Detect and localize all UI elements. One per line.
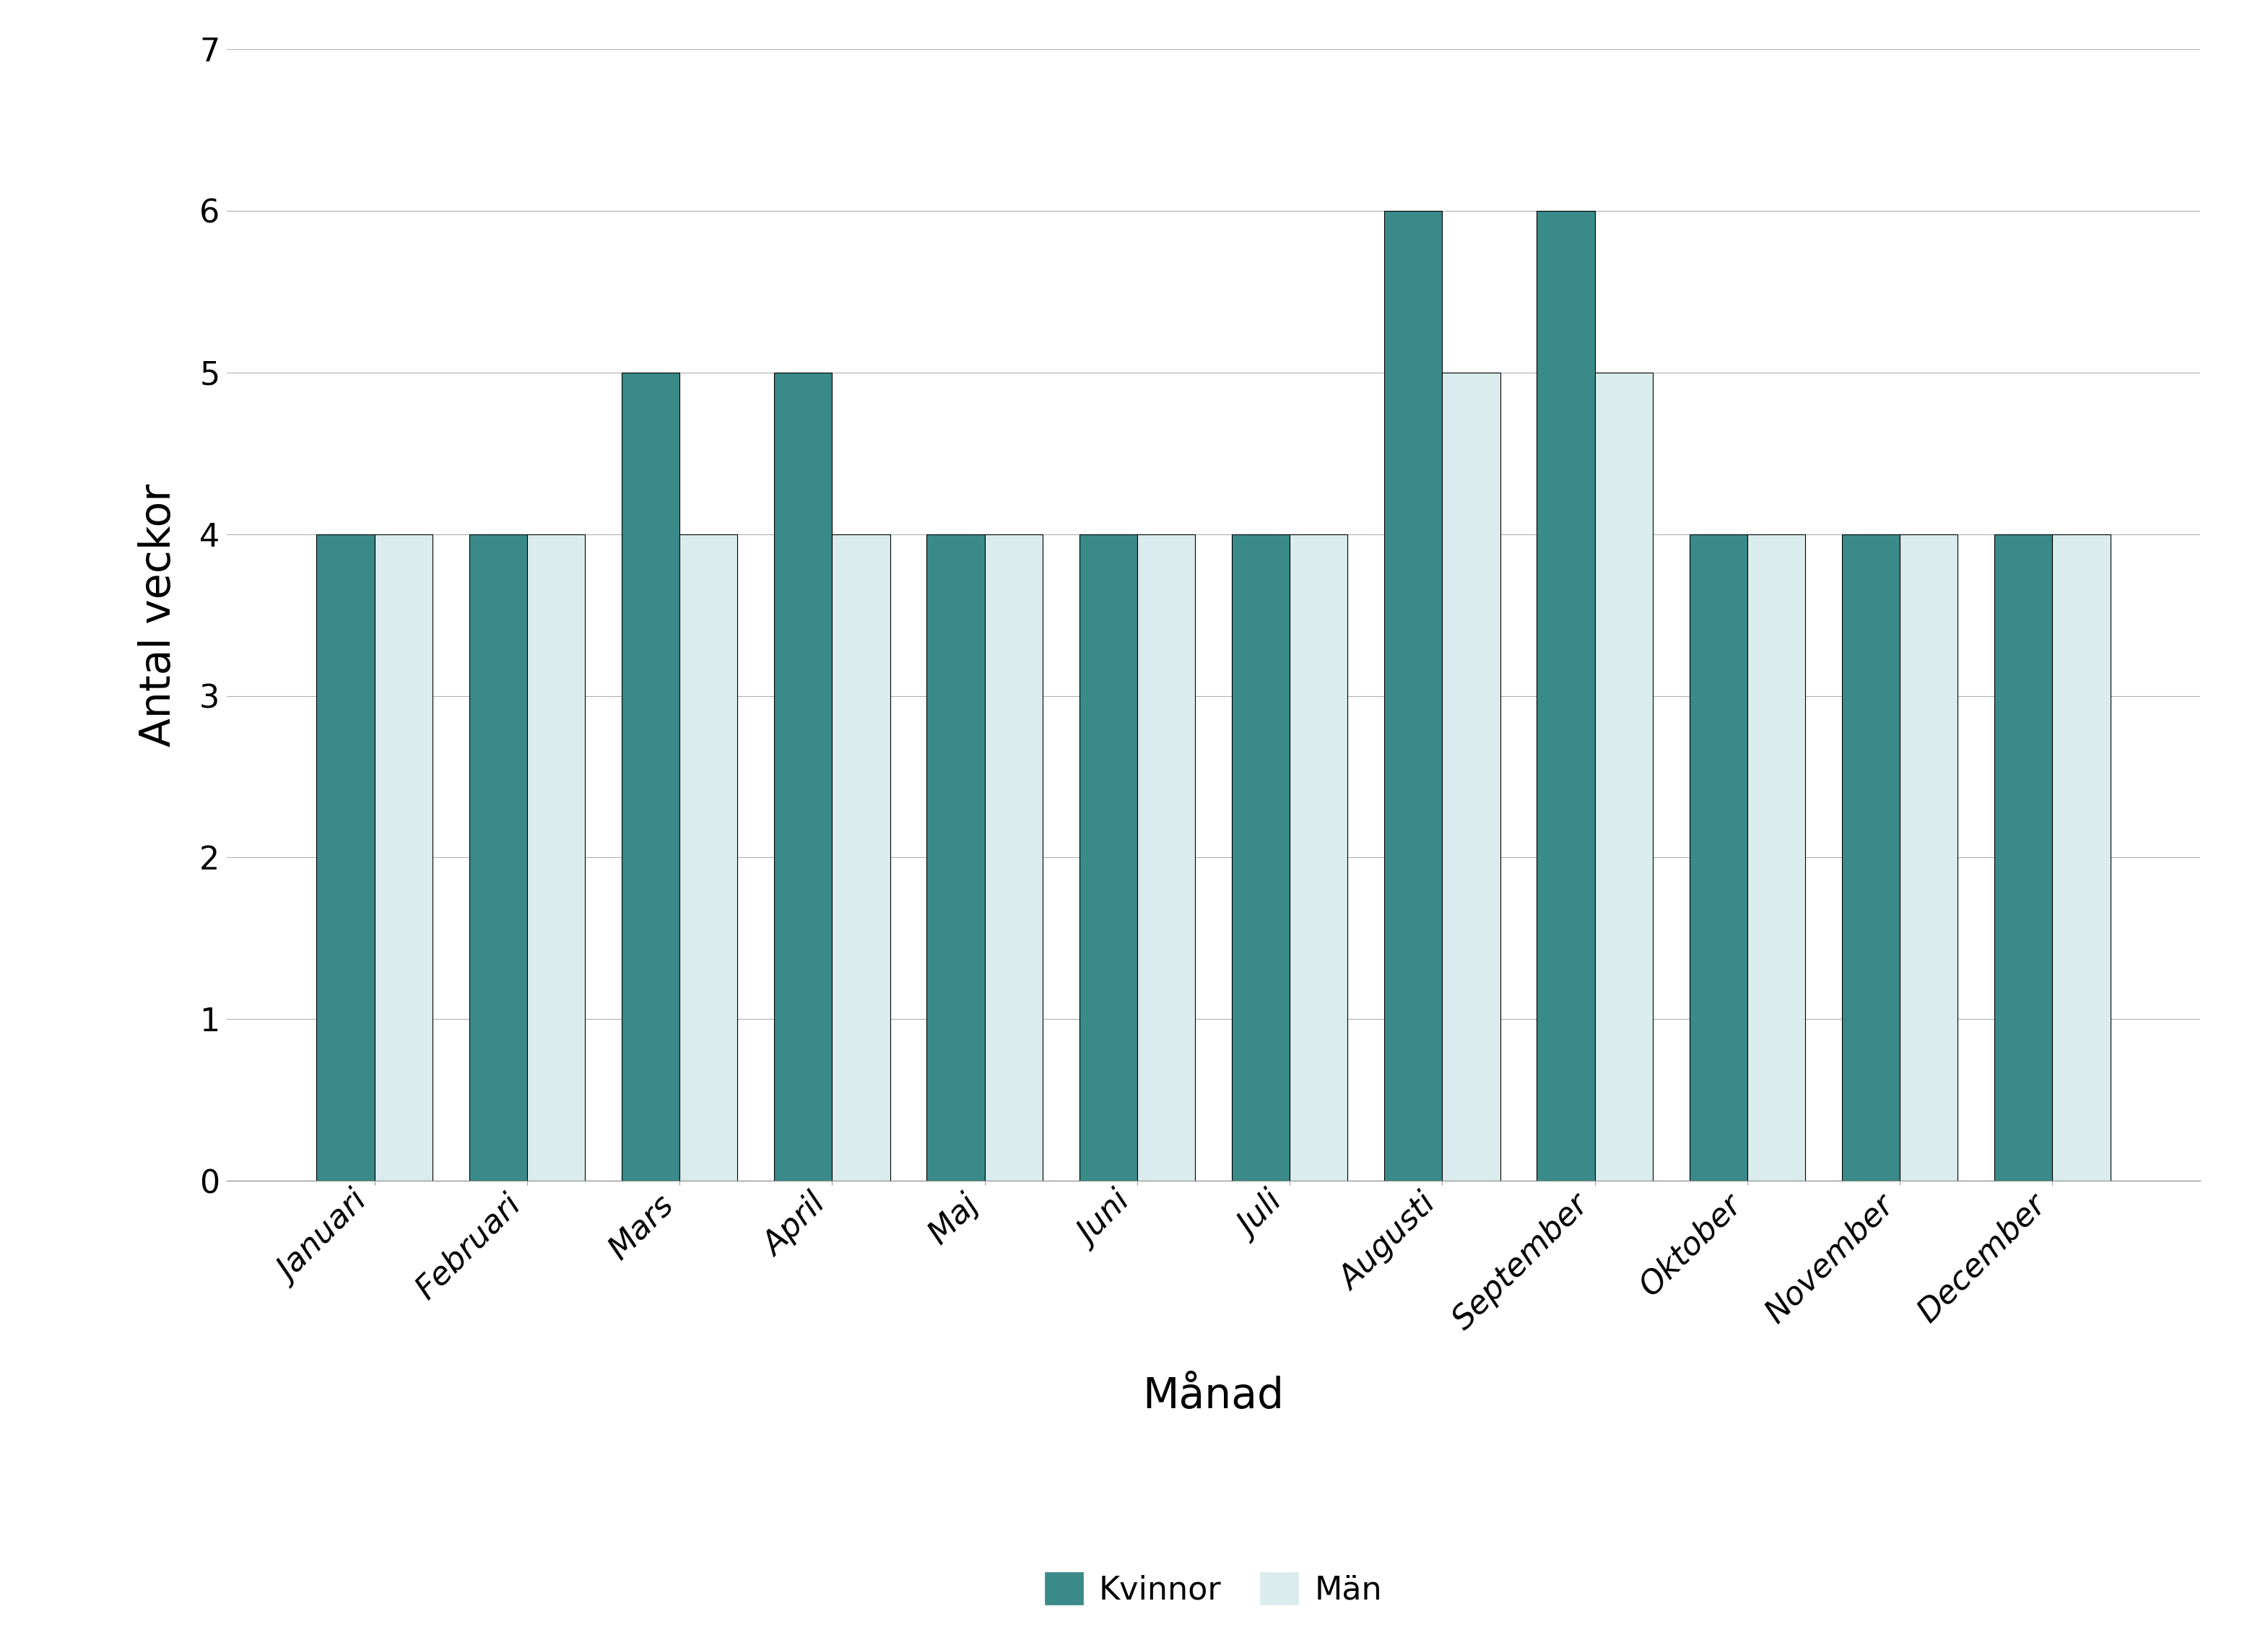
Legend: Kvinnor, Män: Kvinnor, Män: [1032, 1560, 1395, 1619]
Bar: [1290, 535, 1347, 1181]
Bar: [1994, 535, 2053, 1181]
Bar: [1080, 535, 1136, 1181]
Bar: [773, 372, 832, 1181]
Bar: [621, 372, 680, 1181]
Bar: [1232, 535, 1290, 1181]
Bar: [1442, 372, 1499, 1181]
Bar: [1538, 212, 1594, 1181]
Bar: [1746, 535, 1805, 1181]
Bar: [928, 535, 984, 1181]
Bar: [2053, 535, 2109, 1181]
Bar: [1383, 212, 1442, 1181]
Bar: [984, 535, 1043, 1181]
Y-axis label: Antal veckor: Antal veckor: [138, 484, 179, 746]
Bar: [1136, 535, 1195, 1181]
Bar: [469, 535, 526, 1181]
Bar: [680, 535, 737, 1181]
X-axis label: Månad: Månad: [1143, 1376, 1284, 1417]
Bar: [1594, 372, 1653, 1181]
Bar: [832, 535, 889, 1181]
Bar: [374, 535, 433, 1181]
Bar: [526, 535, 585, 1181]
Bar: [1901, 535, 1957, 1181]
Bar: [1690, 535, 1746, 1181]
Bar: [318, 535, 374, 1181]
Bar: [1842, 535, 1901, 1181]
